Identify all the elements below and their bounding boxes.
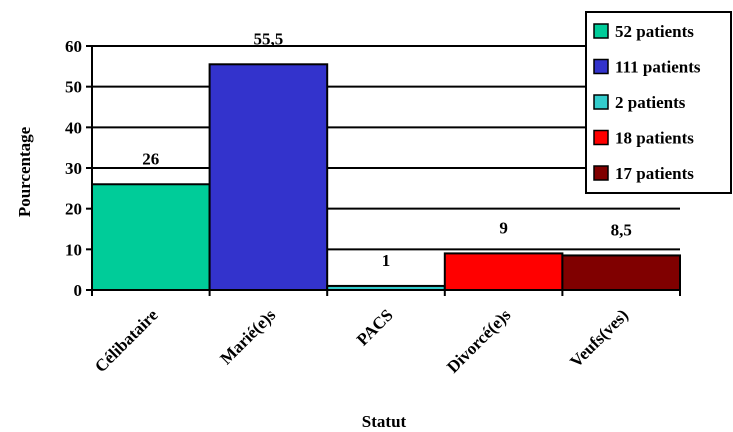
data-label: 9: [499, 218, 508, 237]
legend-box: [585, 11, 732, 194]
y-axis-title: Pourcentage: [15, 126, 34, 217]
bar: [208, 63, 329, 291]
legend-label: 2 patients: [615, 93, 686, 112]
legend-swatch: [593, 23, 609, 39]
legend-swatch: [593, 129, 609, 146]
y-tick-label: 60: [65, 37, 82, 56]
data-label: 1: [382, 251, 391, 270]
bars: [91, 63, 682, 291]
axes: [86, 45, 681, 296]
legend-label: 52 patients: [615, 22, 694, 41]
x-category-label: Célibataire: [91, 305, 162, 376]
data-label: 55,5: [254, 29, 284, 48]
y-tick-label: 40: [65, 118, 82, 137]
bar: [443, 252, 564, 291]
data-labels: 26 55,5 1 9 8,5: [142, 29, 632, 270]
y-tick-label: 30: [65, 159, 82, 178]
bar: [561, 254, 682, 291]
x-category-labels: Célibataire Marié(e)s PACS Divorcé(e)s Veufs…: [91, 305, 632, 377]
legend-swatch: [593, 165, 609, 181]
legend-label: 18 patients: [615, 129, 694, 148]
legend: 52 patients 111 patients 2 patients 18 pati…: [585, 11, 732, 194]
y-tick-label: 50: [65, 78, 82, 97]
legend-swatch: [593, 58, 609, 75]
x-category-label: Marié(e)s: [216, 305, 279, 368]
x-category-label: Veufs(ves): [566, 305, 632, 371]
x-category-label: PACS: [353, 305, 397, 349]
x-axis-title: Statut: [362, 412, 407, 431]
bar: [91, 183, 211, 291]
y-tick-label: 20: [65, 200, 82, 219]
data-label: 26: [142, 149, 159, 168]
legend-label: 17 patients: [615, 164, 694, 183]
y-tick-label: 10: [65, 240, 82, 259]
legend-swatch: [593, 94, 609, 110]
legend-label: 111 patients: [615, 58, 701, 77]
x-category-label: Divorcé(e)s: [443, 305, 515, 377]
y-tick-labels: 0 10 20 30 40 50 60: [65, 37, 82, 300]
data-label: 8,5: [611, 220, 632, 239]
y-tick-label: 0: [74, 281, 83, 300]
